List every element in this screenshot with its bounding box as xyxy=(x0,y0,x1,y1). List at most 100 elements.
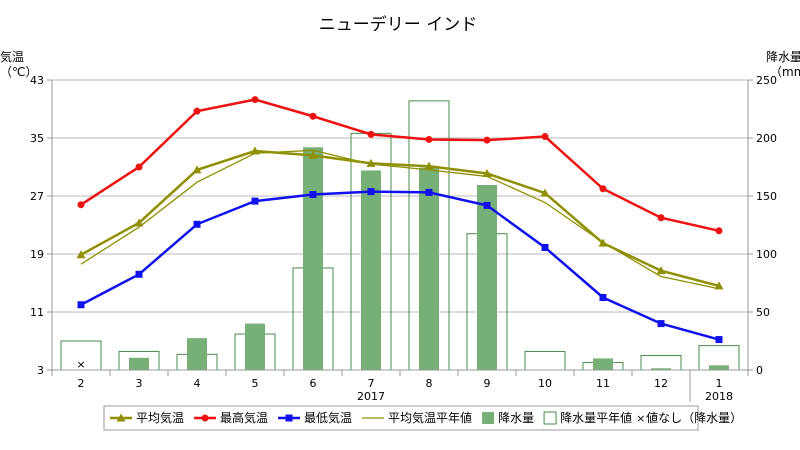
x-tick-label: 8 xyxy=(426,377,433,390)
avg-temp-point xyxy=(482,169,492,178)
x-tick-label: 10 xyxy=(538,377,552,390)
x-tick-label: 9 xyxy=(484,377,491,390)
min-temp-point xyxy=(251,197,259,205)
year-label: 2018 xyxy=(705,390,733,403)
left-tick-label: 27 xyxy=(30,190,44,203)
max-temp-line xyxy=(80,98,720,233)
min-temp-point xyxy=(367,188,375,196)
legend-label: 平均気温 xyxy=(136,410,184,425)
left-tick-label: 19 xyxy=(30,248,44,261)
precip-normal-bar xyxy=(640,355,682,371)
left-tick-label: 35 xyxy=(30,132,44,145)
legend-label: 最低気温 xyxy=(304,410,352,425)
avg-temp-point xyxy=(134,218,144,227)
precip-bar xyxy=(129,357,149,370)
legend-label: 最高気温 xyxy=(220,410,268,425)
legend-label: 降水量 xyxy=(498,411,534,425)
precip-normal-bar xyxy=(524,350,566,371)
temp-lines xyxy=(76,96,724,344)
avg-temp-point xyxy=(366,158,376,167)
max-temp-point xyxy=(135,163,143,171)
avg-temp-point xyxy=(598,238,608,247)
right-axis-unit: （mm） xyxy=(770,65,800,79)
chart-title: ニューデリー インド xyxy=(319,14,477,35)
precip-bars: × xyxy=(60,100,740,371)
max-temp-point xyxy=(309,112,317,120)
precip-bar xyxy=(477,184,497,370)
min-temp-point xyxy=(135,270,143,278)
x-tick-label: 7 xyxy=(368,377,375,390)
legend-marker xyxy=(285,414,293,422)
precip-bar xyxy=(419,167,439,370)
right-tick-label: 100 xyxy=(756,248,777,261)
right-tick-label: 200 xyxy=(756,132,777,145)
avg-temp-normal-line xyxy=(80,149,720,290)
legend: 平均気温 最高気温 最低気温 平均気温平年値 降水量 降水量平年値 × 値なし（降水量） xyxy=(103,405,742,431)
precip-bar xyxy=(709,365,729,370)
avg-temp-point xyxy=(656,266,666,275)
gridlines xyxy=(52,79,748,371)
max-temp-point xyxy=(483,136,491,144)
precip-bar xyxy=(303,147,323,370)
x-tick-label: 12 xyxy=(654,377,668,390)
avg-temp-point xyxy=(308,150,318,159)
right-axis-label: 降水量 xyxy=(766,50,800,64)
legend-label: 値なし（降水量） xyxy=(646,410,742,425)
max-temp-point xyxy=(541,133,549,141)
x-tick-label: 4 xyxy=(194,377,201,390)
avg-temp-point xyxy=(192,165,202,174)
min-temp-line xyxy=(80,190,720,341)
left-axis-unit: （℃） xyxy=(0,65,37,79)
precip-bar xyxy=(245,323,265,370)
min-temp-point xyxy=(541,243,549,251)
precip-bar xyxy=(187,338,207,370)
left-tick-label: 3 xyxy=(37,364,44,377)
legend-marker: × xyxy=(636,412,645,425)
no-value-marker: × xyxy=(76,358,85,371)
max-temp-point xyxy=(425,135,433,143)
avg-temp-point xyxy=(540,188,550,197)
year-label: 2017 xyxy=(357,390,385,403)
precip-bar xyxy=(651,368,671,370)
precip-bar xyxy=(361,170,381,370)
right-tick-label: 50 xyxy=(756,306,770,319)
avg-temp-point xyxy=(424,161,434,170)
left-axis-label: 気温 xyxy=(0,49,24,64)
legend-marker xyxy=(201,414,209,422)
right-tick-label: 0 xyxy=(756,364,763,377)
precip-bar xyxy=(593,358,613,370)
min-temp-point xyxy=(599,294,607,301)
legend-label: 降水量平年値 xyxy=(560,410,632,425)
x-tick-label: 2 xyxy=(78,377,85,390)
right-tick-label: 250 xyxy=(756,74,777,87)
x-tick-label: 11 xyxy=(596,377,610,390)
right-tick-label: 150 xyxy=(756,190,777,203)
legend-marker xyxy=(116,413,126,422)
max-temp-point xyxy=(657,214,665,222)
min-temp-point xyxy=(483,201,491,209)
min-temp-point xyxy=(657,320,665,328)
min-temp-point xyxy=(715,336,723,344)
max-temp-point xyxy=(599,185,607,193)
avg-temp-point xyxy=(76,250,86,259)
max-temp-point xyxy=(77,201,85,209)
max-temp-point xyxy=(367,130,375,138)
min-temp-point xyxy=(77,301,85,309)
legend-swatch xyxy=(482,412,495,424)
legend-swatch xyxy=(543,411,557,425)
min-temp-point xyxy=(309,191,317,199)
max-temp-point xyxy=(251,96,259,104)
max-temp-point xyxy=(193,107,201,115)
min-temp-point xyxy=(193,220,201,228)
left-tick-label: 11 xyxy=(30,306,44,319)
min-temp-point xyxy=(425,188,433,196)
x-tick-label: 3 xyxy=(136,377,143,390)
max-temp-point xyxy=(715,227,723,235)
avg-temp-point xyxy=(714,281,724,290)
x-tick-label: 1 xyxy=(716,377,723,390)
x-tick-label: 5 xyxy=(252,377,259,390)
x-tick-label: 6 xyxy=(310,377,317,390)
avg-temp-line xyxy=(80,149,720,288)
